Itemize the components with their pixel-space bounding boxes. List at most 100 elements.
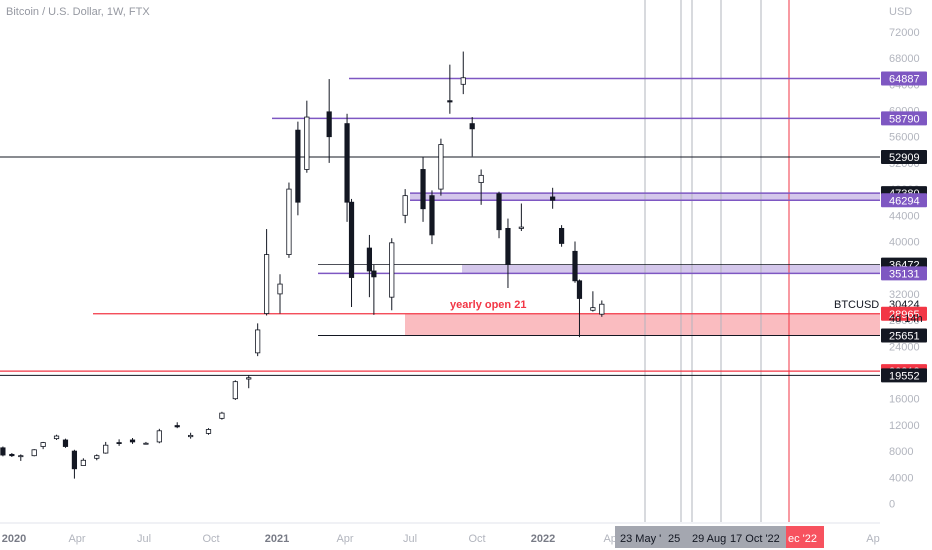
date-marker-box	[685, 526, 724, 548]
candle-body	[286, 188, 292, 256]
candle-body	[590, 307, 596, 311]
axis-currency-label: USD	[889, 6, 912, 18]
price-tag-label: 52909	[889, 152, 920, 164]
y-tick-label: 8000	[889, 446, 913, 458]
candle-body	[295, 129, 301, 203]
candle-body	[18, 455, 24, 458]
candle-body	[438, 144, 444, 190]
candle-body	[188, 434, 194, 438]
date-marker-box	[615, 526, 685, 548]
candle-body	[62, 439, 69, 447]
price-tag-bg	[881, 368, 927, 383]
yearly-open-label: yearly open 21	[450, 299, 526, 311]
candle-body	[53, 435, 60, 440]
candle-body	[129, 439, 136, 443]
x-tick-label: Oct	[202, 533, 219, 545]
x-tick-label: Oct	[468, 533, 485, 545]
candle-body	[304, 116, 310, 170]
candle-body	[447, 100, 453, 103]
price-tag-bg	[881, 306, 927, 321]
price-tag-bg	[881, 193, 927, 208]
candle-body	[518, 226, 524, 229]
candle-body	[402, 195, 408, 216]
price-tag-bg	[881, 71, 927, 86]
candle-body	[255, 329, 261, 354]
candle-body	[599, 303, 605, 315]
price-tag-label: 19552	[889, 370, 920, 382]
date-marker-box	[786, 526, 824, 548]
date-marker-label: ec '22	[788, 533, 817, 545]
x-tick-label: 2021	[265, 533, 289, 545]
x-tick-label: Apr	[68, 533, 85, 545]
y-tick-label: 0	[889, 499, 895, 511]
candle-body	[94, 455, 100, 459]
candle-body	[246, 377, 252, 380]
chart-title: Bitcoin / U.S. Dollar, 1W, FTX	[6, 6, 150, 18]
date-marker-label: 23 May '	[620, 533, 661, 545]
candle-body	[558, 227, 565, 244]
y-tick-label: 72000	[889, 27, 920, 39]
price-tag-label: 46294	[889, 195, 920, 207]
date-marker-label: 17 Oct '22	[730, 533, 780, 545]
y-tick-label: 16000	[889, 394, 920, 406]
bar-countdown: 4d 14h	[889, 313, 923, 325]
candle-body	[0, 447, 6, 456]
date-marker-label: 29 Aug	[692, 533, 726, 545]
candle-body	[9, 453, 15, 457]
candle-body	[576, 280, 583, 299]
candle-body	[277, 283, 283, 295]
candle-body	[469, 123, 475, 130]
candle-body	[366, 247, 373, 272]
x-tick-label: Jul	[137, 533, 151, 545]
candle-body	[143, 442, 149, 445]
x-tick-label: Apr	[336, 533, 353, 545]
candle-body	[572, 250, 578, 282]
candle-body	[420, 169, 426, 210]
resistance-zone-purple-low	[462, 264, 880, 274]
price-tag-label: 25651	[889, 330, 920, 342]
candle-body	[344, 123, 350, 203]
candle-body	[429, 195, 435, 236]
ticker-symbol: BTCUSD	[834, 299, 879, 311]
price-tag-bg	[881, 149, 927, 164]
candle-body	[326, 111, 332, 138]
x-tick-label: Ap	[866, 533, 879, 545]
y-tick-label: 12000	[889, 420, 920, 432]
support-zone-red	[405, 313, 880, 336]
candle-body	[116, 442, 122, 444]
price-tag-bg	[881, 111, 927, 126]
y-tick-label: 24000	[889, 341, 920, 353]
candle-body	[478, 174, 484, 183]
y-tick-label: 32000	[889, 289, 920, 301]
candle-body	[219, 412, 225, 419]
x-tick-label: Jul	[403, 533, 417, 545]
price-tag-label: 28965	[889, 309, 920, 321]
candle-body	[550, 196, 556, 201]
price-tag-label: 58790	[889, 113, 920, 125]
y-tick-label: 40000	[889, 237, 920, 249]
price-tag-label: 35131	[889, 268, 920, 280]
candle-body	[156, 430, 162, 443]
candle-body	[505, 227, 511, 265]
candle-body	[348, 201, 355, 278]
date-marker-label: 25	[668, 533, 680, 545]
candle-body	[205, 429, 212, 434]
candle-body	[496, 193, 502, 231]
candle-body	[80, 459, 86, 466]
price-tag-bg	[881, 266, 927, 281]
candle-body	[31, 449, 37, 457]
candle-body	[232, 381, 238, 400]
date-marker-box	[724, 526, 786, 548]
candle-body	[103, 444, 109, 454]
candle-body	[389, 242, 395, 298]
price-tag-label: 64887	[889, 73, 920, 85]
y-tick-label: 68000	[889, 53, 920, 65]
price-tag-bg	[881, 328, 927, 343]
candle-body	[460, 77, 466, 85]
candle-body	[71, 450, 78, 470]
y-tick-label: 56000	[889, 132, 920, 144]
candle-body	[40, 442, 46, 447]
x-tick-label: 2022	[531, 533, 555, 545]
